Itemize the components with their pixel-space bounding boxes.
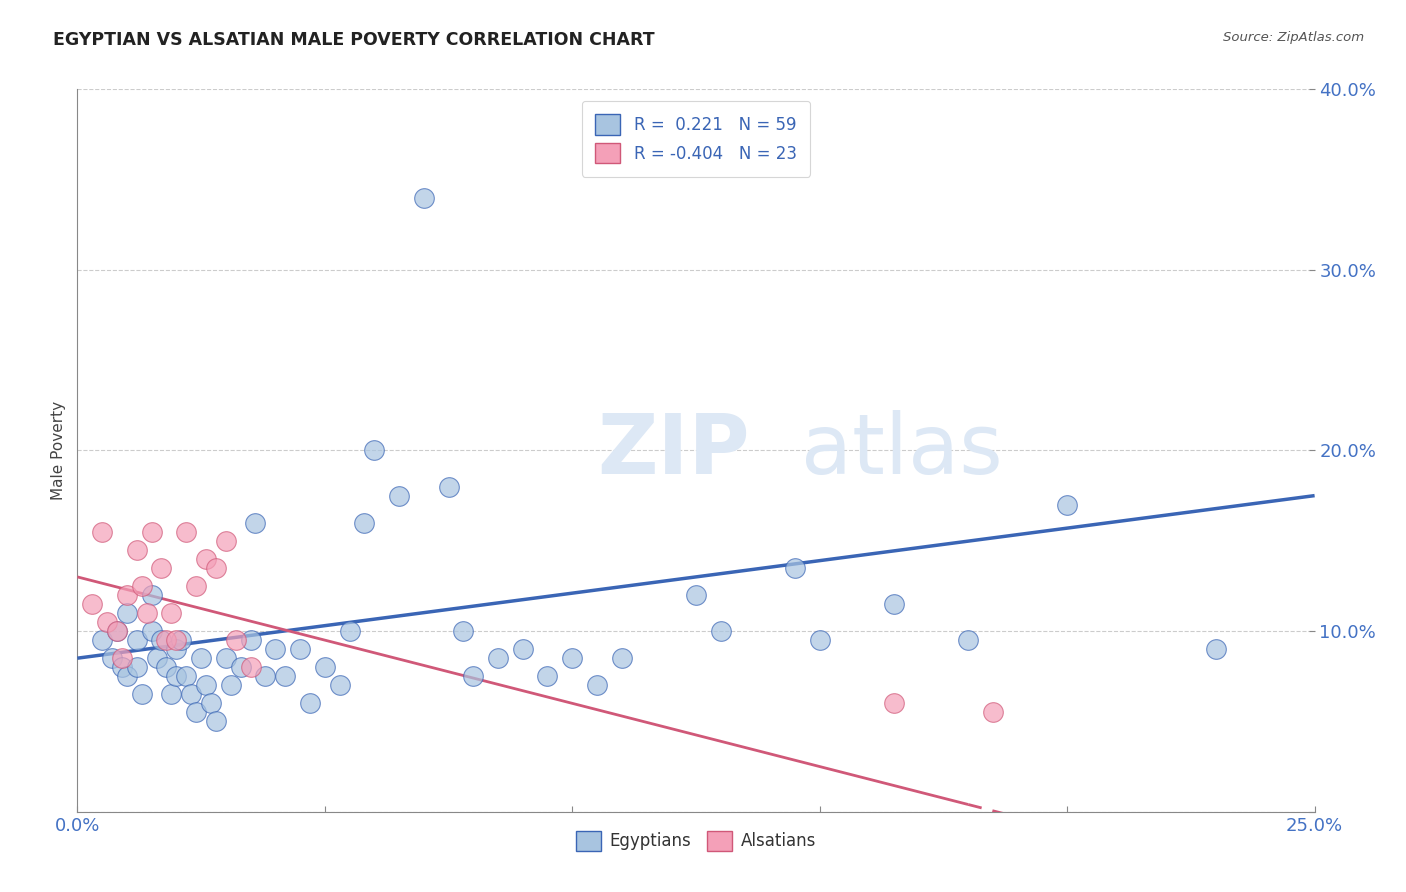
Point: [131, 687, 153, 701]
Point: [288, 642, 311, 657]
Point: [883, 597, 905, 611]
Point: [165, 669, 187, 683]
Point: [353, 516, 375, 530]
Point: [105, 624, 128, 639]
Point: [264, 642, 287, 657]
Point: [141, 524, 163, 539]
Text: EGYPTIAN VS ALSATIAN MALE POVERTY CORRELATION CHART: EGYPTIAN VS ALSATIAN MALE POVERTY CORREL…: [53, 31, 655, 49]
Point: [115, 588, 138, 602]
Point: [298, 697, 321, 711]
Point: [363, 443, 385, 458]
Point: [195, 551, 218, 566]
Point: [160, 606, 183, 620]
Point: [141, 588, 163, 602]
Point: [685, 588, 707, 602]
Point: [111, 651, 134, 665]
Point: [437, 480, 460, 494]
Point: [981, 706, 1004, 720]
Point: [125, 542, 148, 557]
Point: [115, 669, 138, 683]
Legend: Egyptians, Alsatians: Egyptians, Alsatians: [569, 824, 823, 857]
Point: [155, 633, 177, 648]
Point: [190, 651, 212, 665]
Point: [125, 660, 148, 674]
Point: [463, 669, 485, 683]
Point: [710, 624, 733, 639]
Point: [1056, 498, 1078, 512]
Point: [135, 606, 157, 620]
Y-axis label: Male Poverty: Male Poverty: [51, 401, 66, 500]
Point: [239, 660, 262, 674]
Point: [229, 660, 252, 674]
Point: [101, 651, 124, 665]
Point: [586, 678, 609, 692]
Point: [195, 678, 218, 692]
Point: [225, 633, 247, 648]
Point: [174, 524, 197, 539]
Point: [388, 489, 411, 503]
Text: ZIP: ZIP: [598, 410, 749, 491]
Point: [145, 651, 167, 665]
Point: [254, 669, 277, 683]
Point: [339, 624, 361, 639]
Point: [453, 624, 475, 639]
Point: [180, 687, 202, 701]
Point: [215, 533, 238, 548]
Point: [150, 633, 173, 648]
Point: [957, 633, 980, 648]
Point: [314, 660, 336, 674]
Point: [165, 633, 187, 648]
Point: [205, 714, 228, 729]
Point: [536, 669, 558, 683]
Point: [610, 651, 633, 665]
Point: [561, 651, 583, 665]
Point: [215, 651, 238, 665]
Point: [125, 633, 148, 648]
Point: [165, 642, 187, 657]
Point: [155, 660, 177, 674]
Point: [115, 606, 138, 620]
Point: [205, 561, 228, 575]
Point: [883, 697, 905, 711]
Point: [96, 615, 118, 629]
Point: [245, 516, 267, 530]
Text: Source: ZipAtlas.com: Source: ZipAtlas.com: [1223, 31, 1364, 45]
Point: [808, 633, 831, 648]
Point: [1205, 642, 1227, 657]
Point: [783, 561, 806, 575]
Point: [105, 624, 128, 639]
Point: [111, 660, 134, 674]
Point: [131, 579, 153, 593]
Point: [174, 669, 197, 683]
Point: [219, 678, 242, 692]
Point: [170, 633, 193, 648]
Point: [160, 687, 183, 701]
Point: [184, 706, 207, 720]
Point: [274, 669, 297, 683]
Point: [486, 651, 509, 665]
Point: [239, 633, 262, 648]
Text: atlas: atlas: [801, 410, 1002, 491]
Point: [184, 579, 207, 593]
Point: [150, 561, 173, 575]
Point: [512, 642, 534, 657]
Point: [141, 624, 163, 639]
Point: [412, 191, 434, 205]
Point: [329, 678, 352, 692]
Point: [82, 597, 104, 611]
Point: [200, 697, 222, 711]
Point: [91, 524, 114, 539]
Point: [91, 633, 114, 648]
